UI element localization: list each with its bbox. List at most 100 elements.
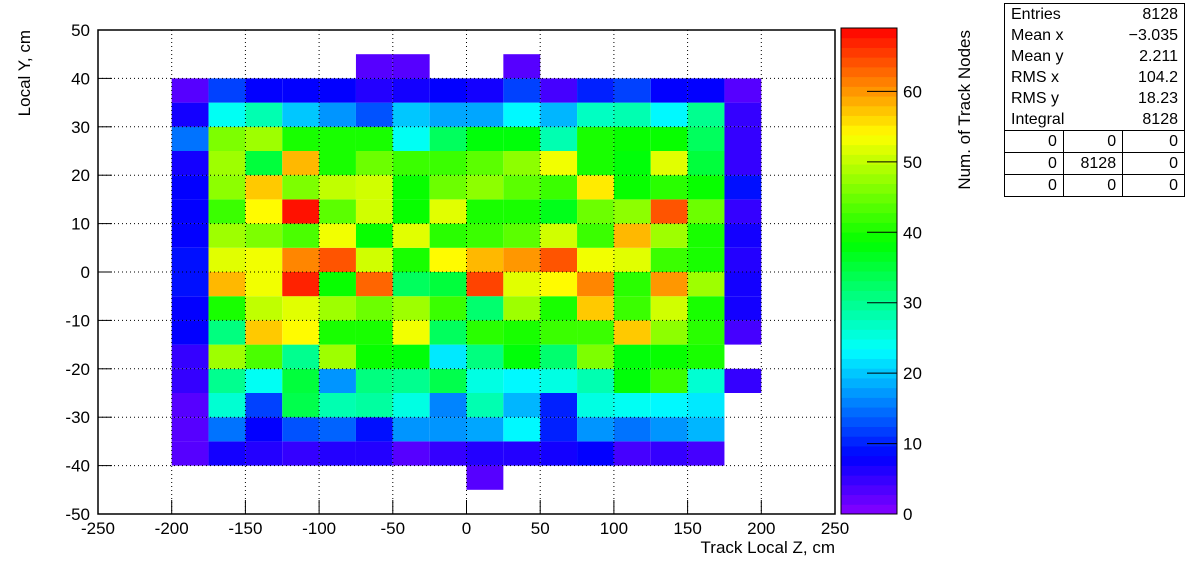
x-tick-label: -250	[81, 519, 115, 538]
cell	[503, 199, 541, 224]
cell	[466, 78, 504, 103]
cell	[429, 272, 467, 297]
y-tick-label: 10	[71, 215, 90, 234]
palette-step	[841, 212, 897, 223]
cell	[429, 223, 467, 248]
cell	[208, 102, 246, 127]
z-tick-label: 60	[903, 82, 922, 101]
cell	[650, 320, 688, 345]
cell	[613, 151, 651, 176]
cell	[208, 272, 246, 297]
cell	[466, 441, 504, 466]
cell	[466, 175, 504, 200]
plot-frame	[97, 29, 836, 515]
cell	[245, 368, 283, 393]
cell	[208, 417, 246, 442]
stats-cell: RMS x	[1011, 68, 1059, 86]
cell	[540, 247, 578, 272]
cell	[613, 393, 651, 418]
cell	[650, 78, 688, 103]
cell	[355, 223, 393, 248]
cell	[429, 78, 467, 103]
z-tick-label: 50	[903, 153, 922, 172]
palette-step	[841, 47, 897, 58]
cell	[319, 393, 356, 418]
y-tick-label: 40	[71, 69, 90, 88]
cell	[687, 393, 725, 418]
cell	[613, 126, 651, 151]
stats-cell: Mean x	[1011, 26, 1064, 44]
cell	[540, 151, 578, 176]
cell	[687, 175, 725, 200]
cell	[282, 175, 320, 200]
cell	[503, 102, 541, 127]
cell	[319, 368, 356, 393]
cell	[429, 441, 467, 466]
palette-step	[841, 300, 897, 311]
cell	[429, 102, 467, 127]
cell	[208, 223, 246, 248]
cell	[319, 272, 356, 297]
palette-step	[841, 339, 897, 350]
stats-cell: 2.211	[1139, 47, 1178, 65]
cell	[466, 368, 504, 393]
cell	[429, 175, 467, 200]
cell	[319, 320, 356, 345]
cell	[466, 151, 504, 176]
cell	[503, 54, 541, 79]
cell	[429, 320, 467, 345]
cell	[208, 393, 246, 418]
cell	[171, 344, 209, 369]
cell	[540, 102, 578, 127]
cell	[650, 272, 688, 297]
cell	[355, 344, 393, 369]
cell	[613, 199, 651, 224]
cell	[687, 126, 725, 151]
cell	[503, 223, 541, 248]
cell	[355, 247, 393, 272]
cell	[282, 126, 320, 151]
cell	[171, 417, 209, 442]
cell	[245, 126, 283, 151]
cell	[245, 296, 283, 321]
cell	[577, 199, 614, 224]
cell	[429, 417, 467, 442]
y-tick-label: 30	[71, 118, 90, 137]
cell	[429, 296, 467, 321]
palette-step	[841, 387, 897, 398]
cell	[282, 223, 320, 248]
stats-cell: 104.2	[1137, 68, 1178, 86]
cell	[429, 199, 467, 224]
x-tick-label: 100	[600, 519, 628, 538]
cell	[429, 393, 467, 418]
cell	[392, 417, 430, 442]
cell	[319, 247, 356, 272]
stats-cell: 8128	[1142, 110, 1178, 128]
cell	[650, 175, 688, 200]
cell	[724, 102, 762, 127]
x-tick-label: 50	[531, 519, 550, 538]
cell	[577, 417, 614, 442]
cell	[540, 393, 578, 418]
palette-step	[841, 76, 897, 87]
cell	[687, 441, 725, 466]
cell	[466, 223, 504, 248]
cell	[208, 175, 246, 200]
cell	[282, 393, 320, 418]
cell	[282, 199, 320, 224]
cell	[687, 296, 725, 321]
cell	[687, 151, 725, 176]
cell	[171, 199, 209, 224]
cell	[392, 102, 430, 127]
cell	[687, 199, 725, 224]
cell	[613, 296, 651, 321]
cell	[355, 368, 393, 393]
x-tick-label: -200	[155, 519, 189, 538]
cell	[613, 175, 651, 200]
palette-step	[841, 37, 897, 48]
cell	[355, 102, 393, 127]
cell	[355, 78, 393, 103]
cell	[466, 465, 504, 490]
cell	[392, 54, 430, 79]
